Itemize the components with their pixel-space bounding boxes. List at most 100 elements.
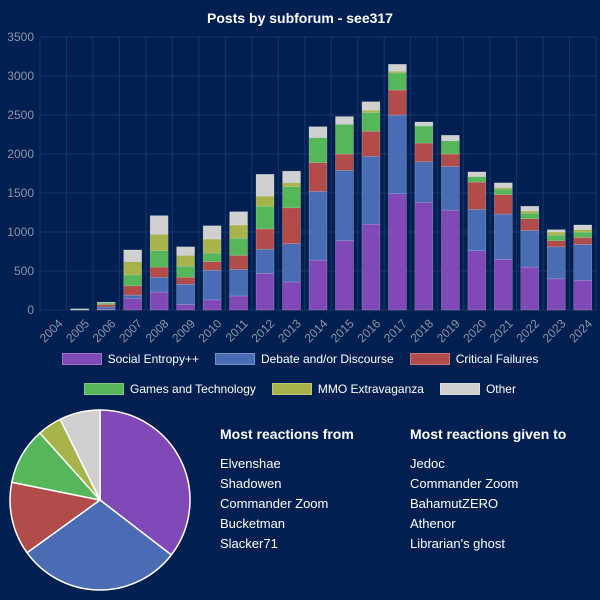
bar-segment <box>520 218 540 231</box>
x-tick-label: 2021 <box>487 316 516 345</box>
legend-item-social-entropy[interactable]: Social Entropy++ <box>61 352 199 366</box>
legend-item-critical-failures[interactable]: Critical Failures <box>409 352 539 366</box>
legend-label: Games and Technology <box>130 382 256 396</box>
bar-segment <box>176 266 195 278</box>
bar-segment <box>388 193 407 311</box>
legend-item-other[interactable]: Other <box>439 382 516 396</box>
reactions-to-panel: Most reactions given to Jedoc Commander … <box>410 426 590 554</box>
y-tick-label: 1000 <box>7 225 34 239</box>
bar-segment <box>229 211 248 226</box>
list-item: Jedoc <box>410 456 445 471</box>
bar-segment <box>388 64 407 72</box>
bar-segment <box>229 255 248 270</box>
x-tick-label: 2011 <box>223 316 251 344</box>
bar-segment <box>149 266 169 278</box>
bar-segment <box>229 295 248 311</box>
legend-item-mmo[interactable]: MMO Extravaganza <box>271 382 424 396</box>
bar-segment <box>361 110 381 113</box>
legend-item-games-tech[interactable]: Games and Technology <box>84 382 256 396</box>
bar-segment <box>573 237 593 245</box>
x-tick-label: 2010 <box>196 316 225 345</box>
bar-segment <box>520 206 540 212</box>
chart-legend: Social Entropy++ Debate and/or Discourse… <box>0 352 600 396</box>
bar-segment <box>414 121 434 127</box>
bar-segment <box>255 206 275 230</box>
bar-segment <box>308 191 328 261</box>
x-tick-label: 2023 <box>540 316 569 345</box>
bar-segment <box>414 161 434 203</box>
bar-segment <box>123 294 142 299</box>
bar-segment <box>176 255 195 267</box>
reactions-to-title: Most reactions given to <box>410 426 567 442</box>
bar-segment <box>123 274 142 287</box>
pie-slice <box>25 499 173 591</box>
legend-item-debate[interactable]: Debate and/or Discourse <box>214 352 394 366</box>
x-tick-label: 2013 <box>275 316 304 345</box>
bar-segment <box>547 246 566 280</box>
bar-segment <box>149 250 169 268</box>
bar-segment <box>573 229 593 233</box>
bar-segment <box>308 126 328 138</box>
x-tick-label: 2022 <box>513 316 542 345</box>
bar-segment <box>282 186 301 209</box>
bar-segment <box>547 234 566 241</box>
bar-segment <box>520 210 540 214</box>
list-item: Bucketman <box>220 516 286 531</box>
bar-segment <box>520 213 540 219</box>
bar-segment <box>467 250 487 311</box>
bar-segment <box>255 228 275 250</box>
bar-segment <box>441 140 460 155</box>
legend-label: Other <box>485 382 516 396</box>
legend-label: Critical Failures <box>455 352 539 366</box>
bar-segment <box>467 209 487 251</box>
bar-segment <box>255 273 275 311</box>
bar-segment <box>388 72 407 91</box>
bar-segment <box>149 291 169 311</box>
legend-swatch <box>409 353 450 365</box>
bar-segment <box>282 182 301 188</box>
bar-segment <box>229 224 248 239</box>
bar-segment <box>255 174 275 197</box>
bar-segment <box>202 299 222 311</box>
bar-segment <box>282 170 301 184</box>
bar-segment <box>414 125 434 144</box>
bar-segment <box>255 248 275 274</box>
bar-segment <box>202 252 222 262</box>
bar-segment <box>176 284 195 305</box>
bar-segment <box>202 269 222 301</box>
x-tick-label: 2009 <box>169 316 198 345</box>
bar-segment <box>229 269 248 297</box>
y-tick-label: 500 <box>14 264 34 278</box>
pie-slice <box>99 409 191 556</box>
list-item: Commander Zoom <box>410 476 519 491</box>
bar-segment <box>123 261 142 276</box>
stacked-bar-chart: 0 500 1000 1500 2000 2500 3000 3500 200420052006… <box>7 30 597 345</box>
bar-segment <box>308 259 328 311</box>
bar-segment <box>414 142 434 163</box>
bar-segment <box>494 182 513 188</box>
bar-segment <box>494 259 513 311</box>
bar-segment <box>282 243 301 283</box>
x-tick-label: 2007 <box>116 316 145 345</box>
bar-segment <box>176 304 195 311</box>
list-item: Slacker71 <box>220 536 278 551</box>
y-tick-label: 0 <box>27 303 34 317</box>
bar-segment <box>123 285 142 296</box>
bar-segment <box>573 231 593 238</box>
bar-segment <box>547 240 566 248</box>
bar-segment <box>70 308 89 310</box>
list-item: Shadowen <box>220 476 282 491</box>
bar-segment <box>361 112 381 132</box>
legend-swatch <box>439 383 480 395</box>
bar-segment <box>494 188 513 195</box>
bar-segment <box>202 225 222 240</box>
bar-segment <box>547 231 566 236</box>
legend-label: Debate and/or Discourse <box>260 352 394 366</box>
bar-segment <box>229 237 248 256</box>
y-tick-label: 2500 <box>7 108 34 122</box>
x-tick-label: 2018 <box>407 316 436 345</box>
bar-segment <box>441 135 460 141</box>
x-tick-label: 2014 <box>302 316 331 345</box>
bar-segment <box>547 278 566 311</box>
bar-segment <box>308 137 328 163</box>
